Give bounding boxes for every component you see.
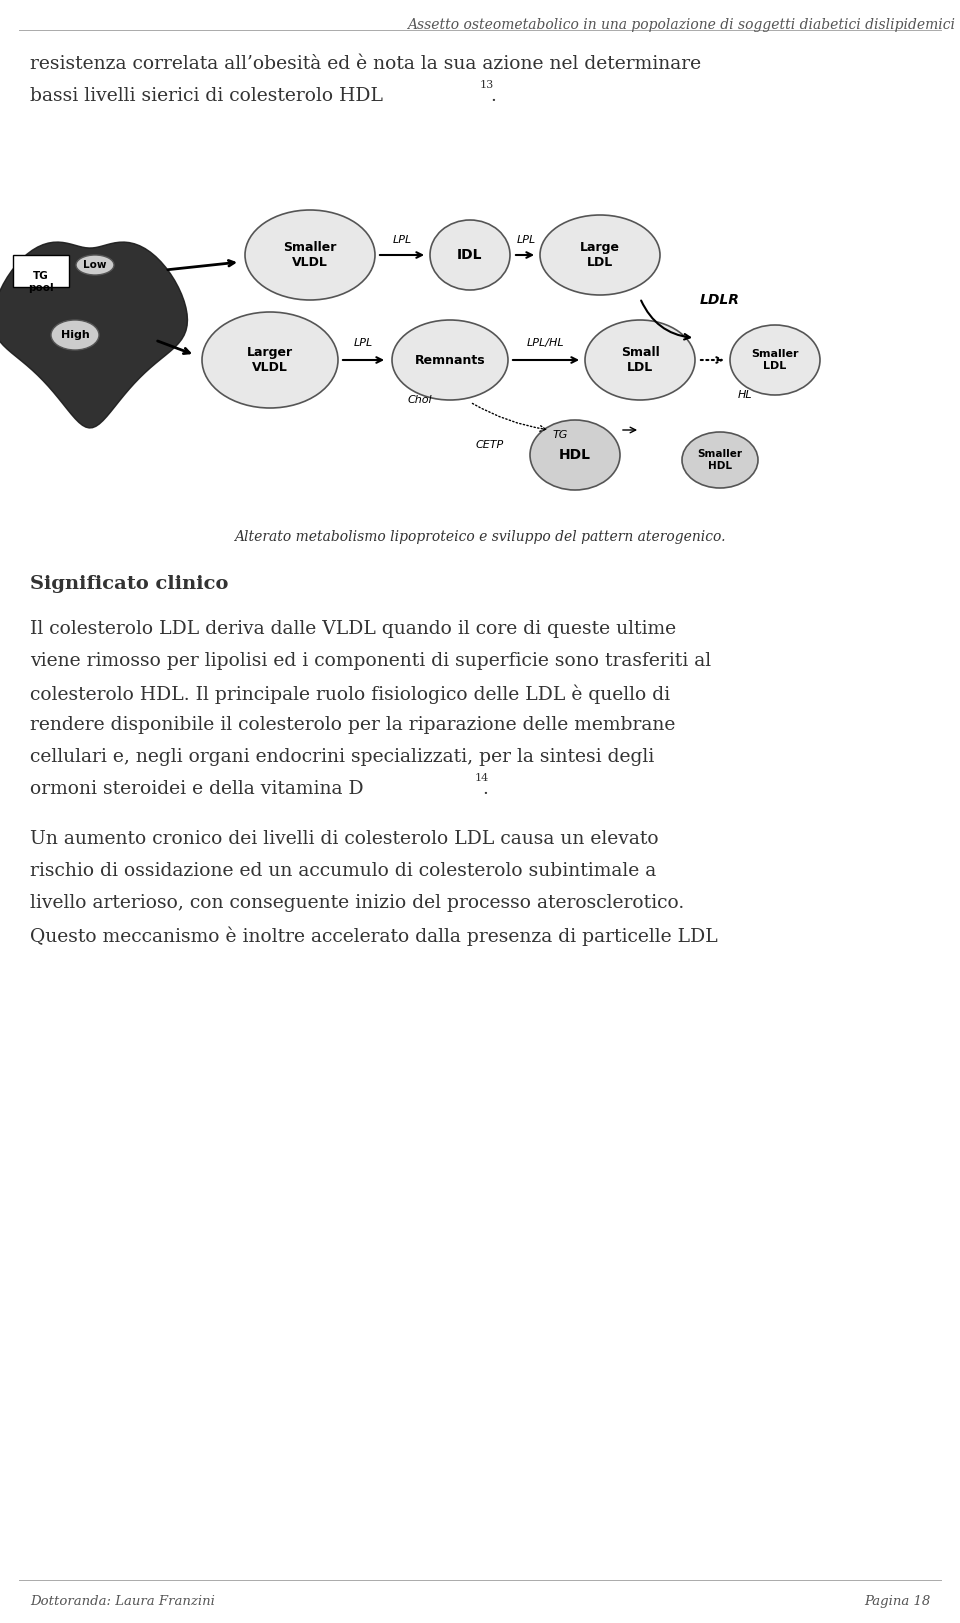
Text: LPL: LPL <box>353 338 372 347</box>
Text: TG
pool: TG pool <box>28 271 54 292</box>
Text: Small
LDL: Small LDL <box>620 346 660 373</box>
Text: rischio di ossidazione ed un accumulo di colesterolo subintimale a: rischio di ossidazione ed un accumulo di… <box>30 862 657 880</box>
Text: Questo meccanismo è inoltre accelerato dalla presenza di particelle LDL: Questo meccanismo è inoltre accelerato d… <box>30 927 718 946</box>
Text: 14: 14 <box>475 773 490 782</box>
Ellipse shape <box>392 320 508 399</box>
Text: rendere disponibile il colesterolo per la riparazione delle membrane: rendere disponibile il colesterolo per l… <box>30 716 676 734</box>
Text: livello arterioso, con conseguente inizio del processo aterosclerotico.: livello arterioso, con conseguente inizi… <box>30 894 684 912</box>
Text: Significato clinico: Significato clinico <box>30 575 228 592</box>
Text: LPL: LPL <box>516 235 536 245</box>
Text: HL: HL <box>737 390 753 399</box>
FancyBboxPatch shape <box>13 255 69 287</box>
Text: TG: TG <box>552 430 567 440</box>
Text: Un aumento cronico dei livelli di colesterolo LDL causa un elevato: Un aumento cronico dei livelli di colest… <box>30 829 659 847</box>
Text: High: High <box>60 329 89 339</box>
Ellipse shape <box>202 312 338 407</box>
Ellipse shape <box>682 432 758 489</box>
Text: viene rimosso per lipolisi ed i componenti di superficie sono trasferiti al: viene rimosso per lipolisi ed i componen… <box>30 652 711 670</box>
Text: Remnants: Remnants <box>415 354 486 367</box>
Text: 13: 13 <box>480 80 494 89</box>
Text: .: . <box>482 781 488 799</box>
Text: LPL/HL: LPL/HL <box>527 338 564 347</box>
Text: bassi livelli sierici di colesterolo HDL: bassi livelli sierici di colesterolo HDL <box>30 88 383 105</box>
Ellipse shape <box>76 255 114 274</box>
Text: Smaller
LDL: Smaller LDL <box>752 349 799 370</box>
Text: Smaller
VLDL: Smaller VLDL <box>283 240 337 269</box>
Text: Large
LDL: Large LDL <box>580 240 620 269</box>
Ellipse shape <box>585 320 695 399</box>
Ellipse shape <box>540 214 660 295</box>
Text: HDL: HDL <box>559 448 591 463</box>
Text: Assetto osteometabolico in una popolazione di soggetti diabetici dislipidemici: Assetto osteometabolico in una popolazio… <box>407 18 955 32</box>
Text: Alterato metabolismo lipoproteico e sviluppo del pattern aterogenico.: Alterato metabolismo lipoproteico e svil… <box>234 531 726 544</box>
Text: CETP: CETP <box>476 440 504 450</box>
Ellipse shape <box>51 320 99 351</box>
Text: Smaller
HDL: Smaller HDL <box>698 450 742 471</box>
Polygon shape <box>0 242 187 428</box>
Text: Il colesterolo LDL deriva dalle VLDL quando il core di queste ultime: Il colesterolo LDL deriva dalle VLDL qua… <box>30 620 676 638</box>
Text: colesterolo HDL. Il principale ruolo fisiologico delle LDL è quello di: colesterolo HDL. Il principale ruolo fis… <box>30 683 670 703</box>
Text: Larger
VLDL: Larger VLDL <box>247 346 293 373</box>
Text: LPL: LPL <box>393 235 412 245</box>
Text: cellulari e, negli organi endocrini specializzati, per la sintesi degli: cellulari e, negli organi endocrini spec… <box>30 748 655 766</box>
Text: Dottoranda: Laura Franzini: Dottoranda: Laura Franzini <box>30 1595 215 1608</box>
Text: Low: Low <box>84 260 107 269</box>
Ellipse shape <box>730 325 820 394</box>
FancyBboxPatch shape <box>10 161 950 531</box>
Text: Chol: Chol <box>408 394 432 406</box>
Text: .: . <box>490 88 496 105</box>
Text: resistenza correlata all’obesità ed è nota la sua azione nel determinare: resistenza correlata all’obesità ed è no… <box>30 55 701 73</box>
Text: IDL: IDL <box>457 248 483 261</box>
Text: ormoni steroidei e della vitamina D: ormoni steroidei e della vitamina D <box>30 781 364 799</box>
Ellipse shape <box>530 420 620 490</box>
Ellipse shape <box>245 209 375 300</box>
Ellipse shape <box>430 221 510 291</box>
Text: Pagina 18: Pagina 18 <box>864 1595 930 1608</box>
Text: LDLR: LDLR <box>700 294 740 307</box>
